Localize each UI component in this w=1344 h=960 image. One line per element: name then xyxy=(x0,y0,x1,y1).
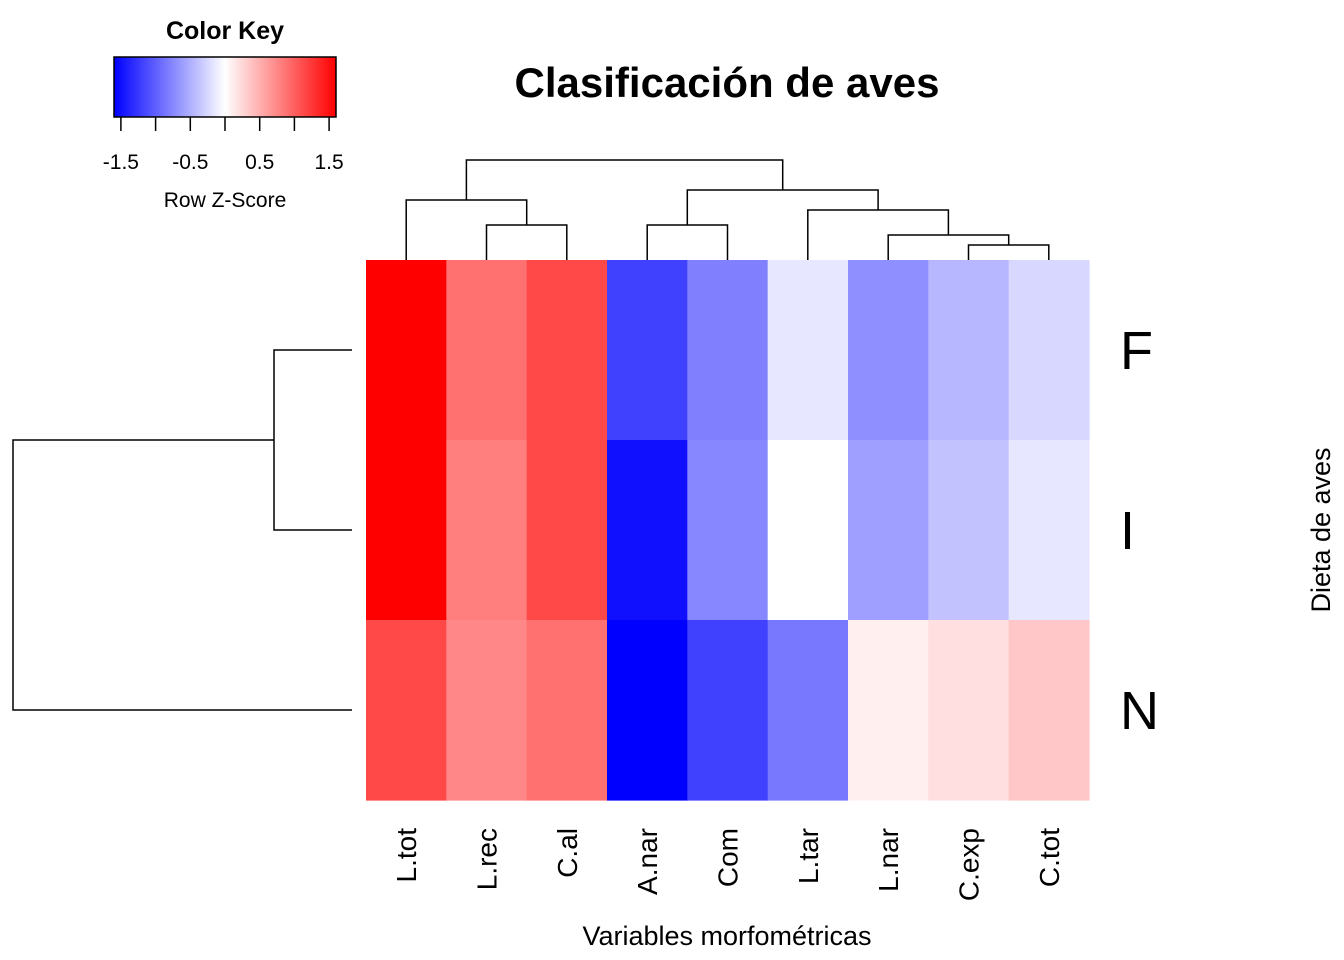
heatmap-cell-F-L.nar xyxy=(848,260,929,441)
heatmap-cell-F-L.tar xyxy=(767,260,849,441)
heatmap-cell-F-Com xyxy=(687,260,769,441)
color-key-label: Row Z-Score xyxy=(164,189,287,212)
heatmap-cell-F-C.tot xyxy=(1008,260,1090,441)
chart-title: Clasificación de aves xyxy=(515,59,940,106)
heatmap-cell-N-L.nar xyxy=(848,620,929,801)
heatmap-cell-N-C.tot xyxy=(1008,620,1090,801)
heatmap-cell-F-A.nar xyxy=(607,260,688,441)
heatmap-cell-I-C.al xyxy=(526,440,608,621)
heatmap-cell-I-L.nar xyxy=(848,440,929,621)
row-dendrogram-link-2 xyxy=(12,439,352,711)
color-key-gradient xyxy=(113,56,337,118)
column-label-A.nar: A.nar xyxy=(632,828,663,895)
color-key-tick-label-3: 0.5 xyxy=(245,151,274,174)
column-label-C.tot: C.tot xyxy=(1034,828,1065,887)
heatmap-cell-I-L.rec xyxy=(446,440,528,621)
heatmap-cell-I-A.nar xyxy=(607,440,688,621)
heatmap-cell-N-A.nar xyxy=(607,620,688,801)
column-labels: L.tot L.rec C.al A.nar Com L.tar L.nar C.exp C.t… xyxy=(391,828,1065,901)
heatmap-cell-I-L.tar xyxy=(767,440,849,621)
y-axis-label: Dieta de aves xyxy=(1306,447,1336,612)
column-label-C.exp: C.exp xyxy=(954,828,985,901)
heatmap-cells xyxy=(366,260,1090,801)
row-dendrogram xyxy=(12,349,352,711)
color-key: Color Key -1.5 -0.5 0.5 1.5 Row Z-Score xyxy=(103,17,344,212)
row-label-I: I xyxy=(1120,501,1135,561)
heatmap-cell-I-L.tot xyxy=(366,440,447,621)
row-label-F: F xyxy=(1120,321,1153,381)
heatmap-cell-N-C.exp xyxy=(928,620,1010,801)
row-label-N: N xyxy=(1120,681,1159,741)
heatmap-cell-F-C.al xyxy=(526,260,608,441)
x-axis-label: Variables morfométricas xyxy=(582,921,871,951)
heatmap-cell-N-L.tar xyxy=(767,620,849,801)
heatmap-cell-F-C.exp xyxy=(928,260,1010,441)
heatmap-cell-N-Com xyxy=(687,620,769,801)
heatmap-cell-I-C.exp xyxy=(928,440,1010,621)
column-label-C.al: C.al xyxy=(552,828,583,878)
heatmap-cell-N-L.rec xyxy=(446,620,528,801)
column-label-L.tot: L.tot xyxy=(391,828,422,883)
column-label-L.tar: L.tar xyxy=(793,828,824,884)
heatmap-cell-I-C.tot xyxy=(1008,440,1090,621)
column-dendrogram xyxy=(405,159,1050,260)
row-labels: F I N xyxy=(1120,321,1159,741)
heatmap-cell-I-Com xyxy=(687,440,769,621)
column-dendrogram-link-8 xyxy=(465,159,784,200)
color-key-tick-label-1: -1.5 xyxy=(103,151,139,174)
column-label-L.nar: L.nar xyxy=(873,828,904,892)
color-key-ticks: -1.5 -0.5 0.5 1.5 xyxy=(103,117,344,174)
heatmap-cell-F-L.rec xyxy=(446,260,528,441)
heatmap-cell-N-L.tot xyxy=(366,620,447,801)
color-key-title: Color Key xyxy=(166,17,284,45)
column-label-Com: Com xyxy=(713,828,744,887)
heatmap-cell-N-C.al xyxy=(526,620,608,801)
color-key-tick-label-2: -0.5 xyxy=(172,151,208,174)
color-key-tick-label-4: 1.5 xyxy=(314,151,343,174)
column-label-L.rec: L.rec xyxy=(472,828,503,890)
heatmap-cell-F-L.tot xyxy=(366,260,447,441)
